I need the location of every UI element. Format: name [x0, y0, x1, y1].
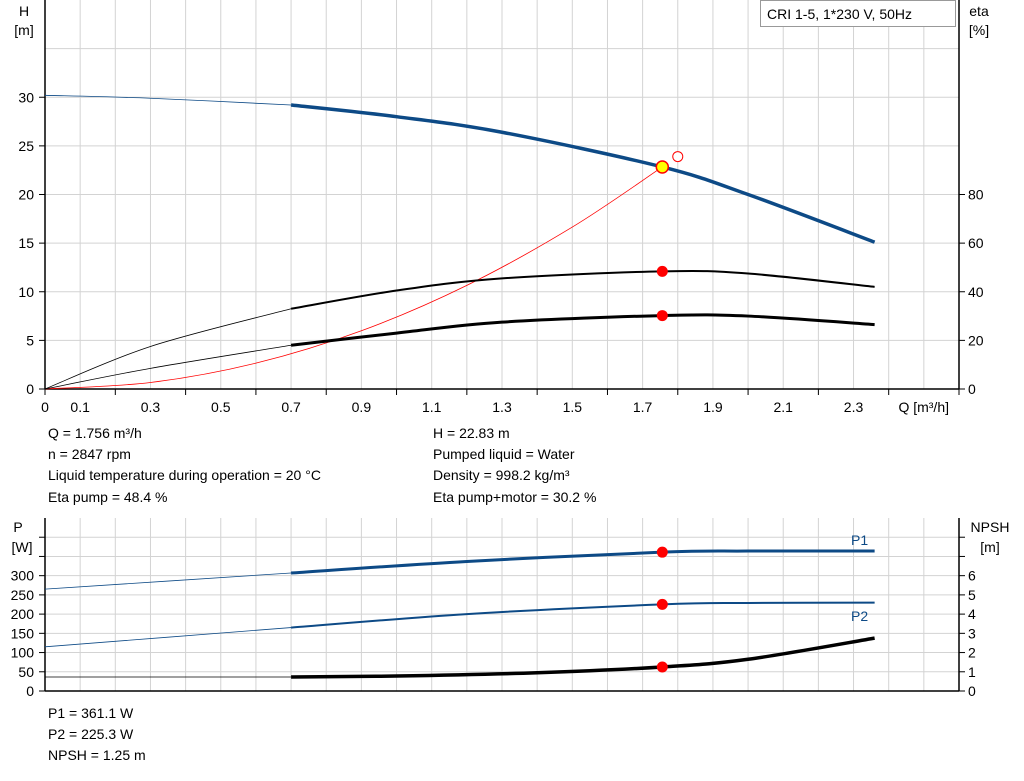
- info-npsh: NPSH = 1.25 m: [48, 747, 146, 763]
- duty-point-p1: [656, 546, 668, 558]
- legend-box: CRI 1-5, 1*230 V, 50Hz: [760, 0, 956, 27]
- info-density: Density = 998.2 kg/m³: [433, 467, 570, 483]
- info-h: H = 22.83 m: [433, 425, 510, 441]
- y-left-tick-label: 25: [18, 138, 34, 154]
- npsh-curve: [291, 636, 875, 679]
- x-tick-label: 2.3: [844, 399, 864, 415]
- y-right-tick-label: 2: [968, 645, 976, 661]
- info-p1: P1 = 361.1 W: [48, 705, 134, 721]
- y-left-tick-label: 200: [11, 606, 35, 622]
- info-p2: P2 = 225.3 W: [48, 726, 134, 742]
- p2-label: P2: [851, 608, 868, 624]
- x-tick-label: 0.1: [70, 399, 90, 415]
- y-right-label: NPSH: [971, 519, 1010, 535]
- info-eta-pump-motor: Eta pump+motor = 30.2 %: [433, 489, 597, 505]
- x-tick-label: 1.9: [703, 399, 723, 415]
- y-right-tick-label: 0: [968, 381, 976, 397]
- p2-curve-thin: [44, 627, 292, 648]
- p1-curve-thin: [44, 572, 292, 590]
- y-right-tick-label: 20: [968, 332, 984, 348]
- duty-point-eta-pump-motor: [656, 310, 668, 322]
- y-right-tick-label: 5: [968, 587, 976, 603]
- x-tick-label: 0: [41, 399, 49, 415]
- head-curve: [290, 103, 876, 244]
- y-left-tick-label: 150: [11, 625, 35, 641]
- y-left-tick-label: 5: [26, 332, 34, 348]
- x-tick-label: 0.9: [352, 399, 372, 415]
- y-right-label: eta: [969, 3, 989, 19]
- x-tick-label: 1.3: [492, 399, 512, 415]
- requested-point-marker: [672, 151, 684, 163]
- y-right-tick-label: 3: [968, 625, 976, 641]
- y-left-label: H: [19, 3, 29, 19]
- y-left-unit: [W]: [12, 539, 33, 555]
- y-left-tick-label: 250: [11, 587, 35, 603]
- y-right-unit: [%]: [969, 22, 989, 38]
- p2-curve: [291, 601, 875, 629]
- system-curve: [44, 166, 663, 390]
- eta-pump-motor-curve-thin: [44, 344, 292, 390]
- duty-point-p2: [656, 598, 668, 610]
- y-left-tick-label: 300: [11, 568, 35, 584]
- y-right-tick-label: 40: [968, 284, 984, 300]
- duty-point-eta-pump: [656, 265, 668, 277]
- y-left-tick-label: 0: [26, 381, 34, 397]
- eta-pump-curve-thin: [44, 308, 292, 390]
- y-left-tick-label: 10: [18, 284, 34, 300]
- y-right-tick-label: 60: [968, 235, 984, 251]
- x-tick-label: 2.1: [773, 399, 793, 415]
- y-left-tick-label: 15: [18, 235, 34, 251]
- y-left-tick-label: 0: [26, 683, 34, 699]
- p1-label: P1: [851, 532, 868, 548]
- y-left-tick-label: 100: [11, 645, 35, 661]
- y-right-tick-label: 1: [968, 664, 976, 680]
- x-tick-label: 0.3: [141, 399, 161, 415]
- y-right-tick-label: 6: [968, 568, 976, 584]
- y-right-unit: [m]: [980, 539, 999, 555]
- info-liquid: Pumped liquid = Water: [433, 446, 575, 462]
- info-eta-pump: Eta pump = 48.4 %: [48, 489, 168, 505]
- x-tick-label: 1.5: [563, 399, 583, 415]
- info-q: Q = 1.756 m³/h: [48, 425, 142, 441]
- eta-pump-motor-curve: [290, 313, 875, 347]
- eta-pump-curve: [290, 269, 875, 310]
- x-tick-label: 1.7: [633, 399, 653, 415]
- info-liquid-temp: Liquid temperature during operation = 20…: [48, 467, 321, 483]
- y-right-tick-label: 0: [968, 683, 976, 699]
- y-right-tick-label: 4: [968, 606, 976, 622]
- info-speed: n = 2847 rpm: [48, 446, 131, 462]
- y-left-unit: [m]: [14, 22, 33, 38]
- x-tick-label: 0.7: [281, 399, 301, 415]
- x-tick-label: 0.5: [211, 399, 231, 415]
- y-left-tick-label: 50: [18, 664, 34, 680]
- y-left-tick-label: 20: [18, 187, 34, 203]
- p1-curve: [290, 549, 875, 575]
- head-curve-thin: [44, 94, 292, 106]
- duty-point-head: [655, 160, 670, 174]
- x-tick-label: 1.1: [422, 399, 442, 415]
- duty-point-npsh: [656, 661, 668, 673]
- y-left-label: P: [13, 519, 22, 535]
- y-right-tick-label: 80: [968, 187, 984, 203]
- y-left-tick-label: 30: [18, 89, 34, 105]
- x-axis-label: Q [m³/h]: [898, 399, 949, 415]
